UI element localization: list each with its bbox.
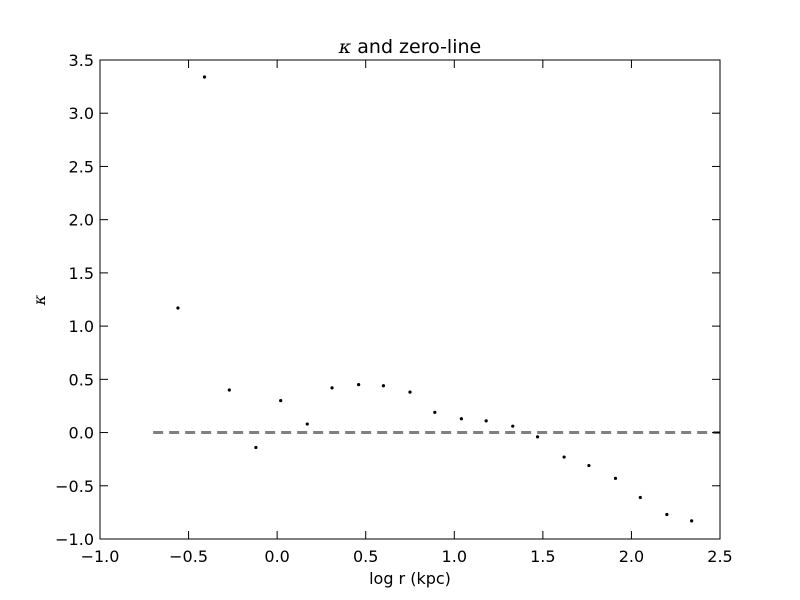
data-point [484, 419, 488, 423]
data-point [408, 390, 412, 394]
data-point [381, 384, 386, 388]
y-axis-ticks: −1.0 −0.5 0.0 0.5 1.0 1.5 2.0 2.5 3.0 3.5 [55, 51, 720, 549]
x-tick-label: 0.5 [353, 547, 378, 566]
x-tick-label: 2.5 [707, 547, 732, 566]
data-point [254, 445, 258, 450]
x-axis-ticks: −1.0 −0.5 0.0 0.5 1.0 1.5 2.0 2.5 [81, 60, 733, 566]
data-point [587, 463, 591, 468]
data-point [202, 75, 207, 79]
x-tick-label: 0.0 [264, 547, 289, 566]
chart-title-text: and zero-line [351, 36, 481, 58]
data-point [562, 455, 566, 459]
plot-area [153, 75, 720, 523]
data-point [459, 417, 463, 421]
data-point [511, 424, 515, 428]
y-tick-label: 3.0 [69, 104, 94, 123]
y-tick-label: −1.0 [55, 530, 94, 549]
data-point [613, 476, 618, 480]
data-point [433, 410, 437, 414]
x-tick-label: 1.5 [530, 547, 555, 566]
y-tick-label: 2.5 [69, 157, 94, 176]
data-point [330, 386, 334, 390]
y-tick-label: 2.0 [69, 211, 94, 230]
x-axis-label: log r (kpc) [369, 569, 451, 588]
y-tick-label: 1.0 [69, 317, 94, 336]
y-tick-label: 0.5 [69, 370, 94, 389]
data-point [227, 388, 231, 392]
x-tick-label: 1.0 [442, 547, 467, 566]
plot-frame [99, 59, 721, 540]
y-tick-label: 3.5 [69, 51, 94, 70]
data-point [279, 399, 283, 403]
x-tick-label: −1.0 [81, 547, 120, 566]
data-point [690, 519, 694, 523]
y-tick-label: −0.5 [55, 477, 94, 496]
data-point [638, 495, 642, 500]
y-tick-label: 0.0 [69, 424, 94, 443]
data-point [305, 422, 309, 426]
data-point [176, 306, 180, 310]
y-tick-label: 1.5 [69, 264, 94, 283]
data-point [535, 435, 540, 439]
y-axis-label: κ [30, 294, 49, 306]
x-tick-label: −0.5 [169, 547, 208, 566]
chart-title: κ and zero-line [338, 36, 481, 58]
x-tick-label: 2.0 [619, 547, 644, 566]
data-point [665, 512, 669, 517]
data-point [357, 383, 361, 387]
chart-title-symbol: κ [338, 36, 352, 58]
